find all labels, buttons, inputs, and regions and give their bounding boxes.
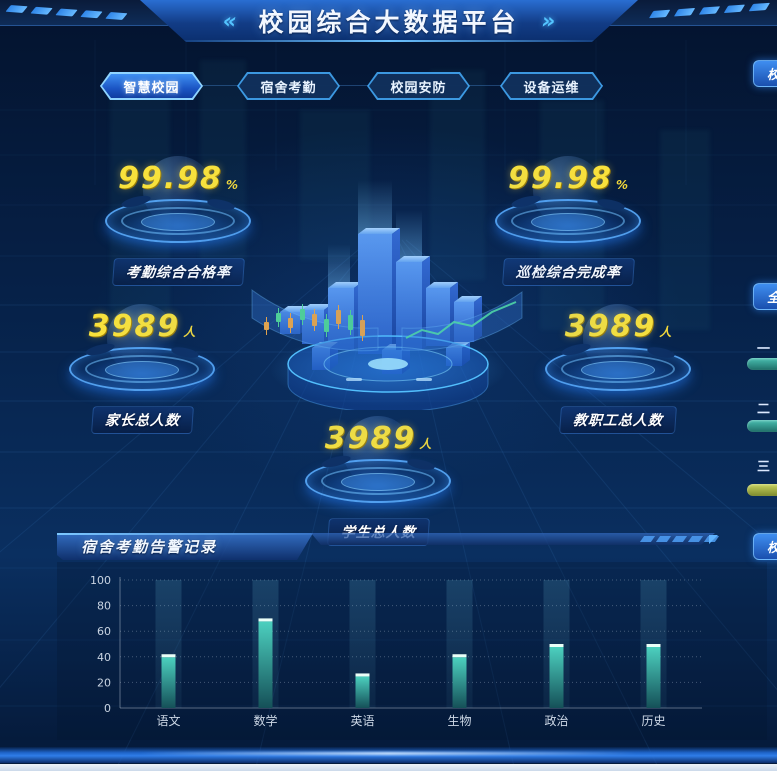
tab-dorm-attendance[interactable]: 宿舍考勤 <box>237 72 340 100</box>
bar-cap <box>258 618 273 622</box>
kpi-unit: % <box>225 178 238 192</box>
tab-connector-line <box>100 85 603 86</box>
x-category-label: 英语 <box>350 714 374 728</box>
kpi-label: 考勤综合合格率 <box>93 258 263 286</box>
ring-platform <box>103 193 253 248</box>
y-tick-label: 100 <box>90 574 111 587</box>
kpi-total-parents: 3989 人 家长总人数 <box>57 304 227 434</box>
alarm-panel-tip <box>709 535 718 544</box>
y-tick-label: 20 <box>97 676 111 689</box>
kpi-value: 99.98 <box>118 161 223 196</box>
chevrons-right-icon: » <box>541 9 556 33</box>
tab-label: 宿舍考勤 <box>239 74 338 98</box>
alarm-panel-strip <box>311 533 715 545</box>
kpi-unit: 人 <box>419 437 432 451</box>
y-tick-label: 60 <box>97 625 111 638</box>
kpi-value: 99.98 <box>508 161 613 196</box>
kpi-label: 教职工总人数 <box>533 406 703 434</box>
bottom-light-strip <box>0 764 777 771</box>
skyline-silhouette <box>660 130 710 330</box>
edge-panel-badge-bottom[interactable]: 校 <box>753 533 777 560</box>
bar <box>646 647 661 708</box>
edge-rank-bar-3 <box>747 484 777 496</box>
city-3d-visual <box>251 180 523 410</box>
alarm-panel-title: 宿舍考勤告警记录 <box>81 538 218 556</box>
bar <box>258 621 273 708</box>
bottom-glow-bar <box>0 747 777 763</box>
edge-panel-badge-mid[interactable]: 全 <box>753 283 777 310</box>
alarm-panel-dashes <box>639 536 720 542</box>
tab-label: 设备运维 <box>502 74 601 98</box>
edge-rank-label-2: 二 <box>757 402 771 417</box>
kpi-unit: 人 <box>183 325 196 339</box>
bar-cap <box>161 654 176 658</box>
bar <box>161 657 176 708</box>
kpi-value: 3989 <box>88 309 181 344</box>
chevrons-left-icon: « <box>222 9 237 33</box>
edge-rank-bar-2 <box>747 420 777 432</box>
kpi-attendance-pass-rate: 99.98% 考勤综合合格率 <box>93 156 263 286</box>
alarm-panel-title-plate: 宿舍考勤告警记录 <box>57 533 313 560</box>
alarm-bar-chart: 0 20 40 60 80 100 语文 数学 英语 生物 政治 历史 <box>90 574 702 728</box>
bar <box>355 676 370 708</box>
y-tick-label: 0 <box>104 702 111 715</box>
y-tick-label: 40 <box>97 651 111 664</box>
tab-device-ops[interactable]: 设备运维 <box>500 72 603 100</box>
ring-platform <box>67 341 217 396</box>
kpi-value: 3989 <box>324 421 417 456</box>
bar <box>452 657 467 708</box>
edge-rank-bar-1 <box>747 358 777 370</box>
kpi-inspection-completion-rate: 99.98% 巡检综合完成率 <box>483 156 653 286</box>
kpi-total-staff: 3989 人 教职工总人数 <box>533 304 703 434</box>
tab-label: 智慧校园 <box>102 74 201 98</box>
alarm-chart-container: 0 20 40 60 80 100 语文 数学 英语 生物 政治 历史 <box>57 562 767 740</box>
tab-campus-security[interactable]: 校园安防 <box>367 72 470 100</box>
alarm-panel-header: 宿舍考勤告警记录 <box>57 533 720 561</box>
x-category-label: 数学 <box>253 713 277 728</box>
page-title: 校园综合大数据平台 <box>258 8 520 37</box>
kpi-unit: 人 <box>659 325 672 339</box>
bar-cap <box>646 644 661 647</box>
ring-platform <box>303 453 453 508</box>
x-category-label: 语文 <box>156 713 180 728</box>
edge-rank-label-1: 一 <box>757 342 771 357</box>
kpi-label: 家长总人数 <box>57 406 227 434</box>
tab-label: 校园安防 <box>369 74 468 98</box>
x-category-label: 政治 <box>544 714 568 728</box>
kpi-value: 3989 <box>564 309 657 344</box>
x-category-label: 生物 <box>447 714 471 728</box>
ring-platform <box>543 341 693 396</box>
bar-cap <box>549 644 564 647</box>
bar-cap <box>452 654 467 658</box>
edge-panel-badge-top[interactable]: 校 <box>753 60 777 87</box>
y-tick-label: 80 <box>97 600 111 613</box>
kpi-unit: % <box>615 178 628 192</box>
skyline-silhouette <box>430 70 485 280</box>
edge-rank-label-3: 三 <box>757 460 771 475</box>
ring-platform <box>493 193 643 248</box>
x-category-label: 历史 <box>641 714 665 728</box>
bar-cap <box>355 673 370 677</box>
tab-smart-campus[interactable]: 智慧校园 <box>100 72 203 100</box>
bar <box>549 647 564 708</box>
header-title-plate: « 校园综合大数据平台 » <box>140 0 638 42</box>
